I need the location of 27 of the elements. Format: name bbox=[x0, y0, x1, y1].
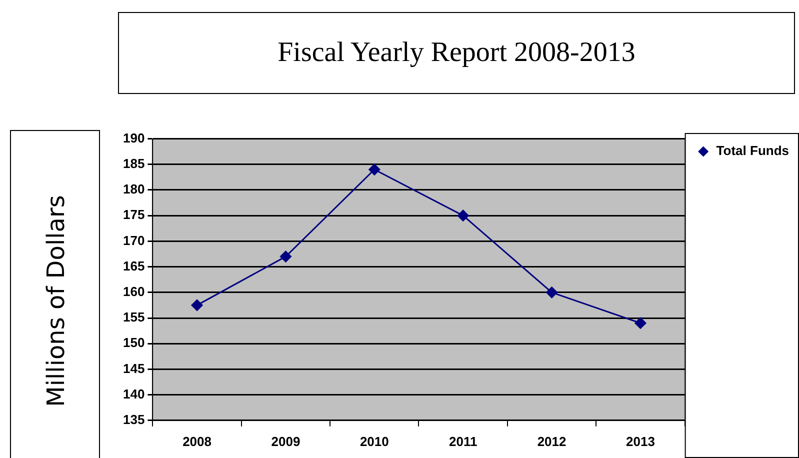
x-tick-label: 2010 bbox=[360, 434, 389, 449]
y-tick-label: 135 bbox=[122, 412, 145, 427]
y-tick-label: 145 bbox=[122, 360, 145, 376]
point bbox=[546, 286, 558, 298]
point bbox=[280, 250, 292, 262]
legend-label: Total Funds bbox=[716, 143, 790, 158]
y-tick-label: 165 bbox=[122, 258, 145, 274]
y-tick-label: 180 bbox=[122, 182, 145, 197]
point bbox=[191, 299, 203, 311]
y-tick-label: 140 bbox=[122, 386, 145, 402]
y-tick-label: 160 bbox=[122, 284, 145, 299]
chart-title: Fiscal Yearly Report 2008-2013 bbox=[118, 12, 795, 94]
x-tick-label: 2011 bbox=[448, 434, 478, 449]
x-tick-label: 2013 bbox=[626, 434, 655, 449]
x-tick-label: 2008 bbox=[182, 434, 212, 449]
y-axis-title: Millions of Dollars bbox=[42, 195, 70, 407]
x-tick-label: 2012 bbox=[537, 434, 566, 449]
y-tick-label: 190 bbox=[122, 130, 145, 146]
y-tick-label: 170 bbox=[122, 232, 145, 248]
y-tick-label: 155 bbox=[122, 310, 145, 325]
x-tick-label: 2009 bbox=[271, 434, 300, 449]
y-tick-label: 185 bbox=[122, 156, 145, 171]
y-tick-label: 175 bbox=[122, 207, 145, 222]
point bbox=[457, 210, 469, 222]
point bbox=[634, 317, 646, 329]
y-tick-label: 150 bbox=[122, 335, 145, 350]
point bbox=[368, 164, 380, 176]
